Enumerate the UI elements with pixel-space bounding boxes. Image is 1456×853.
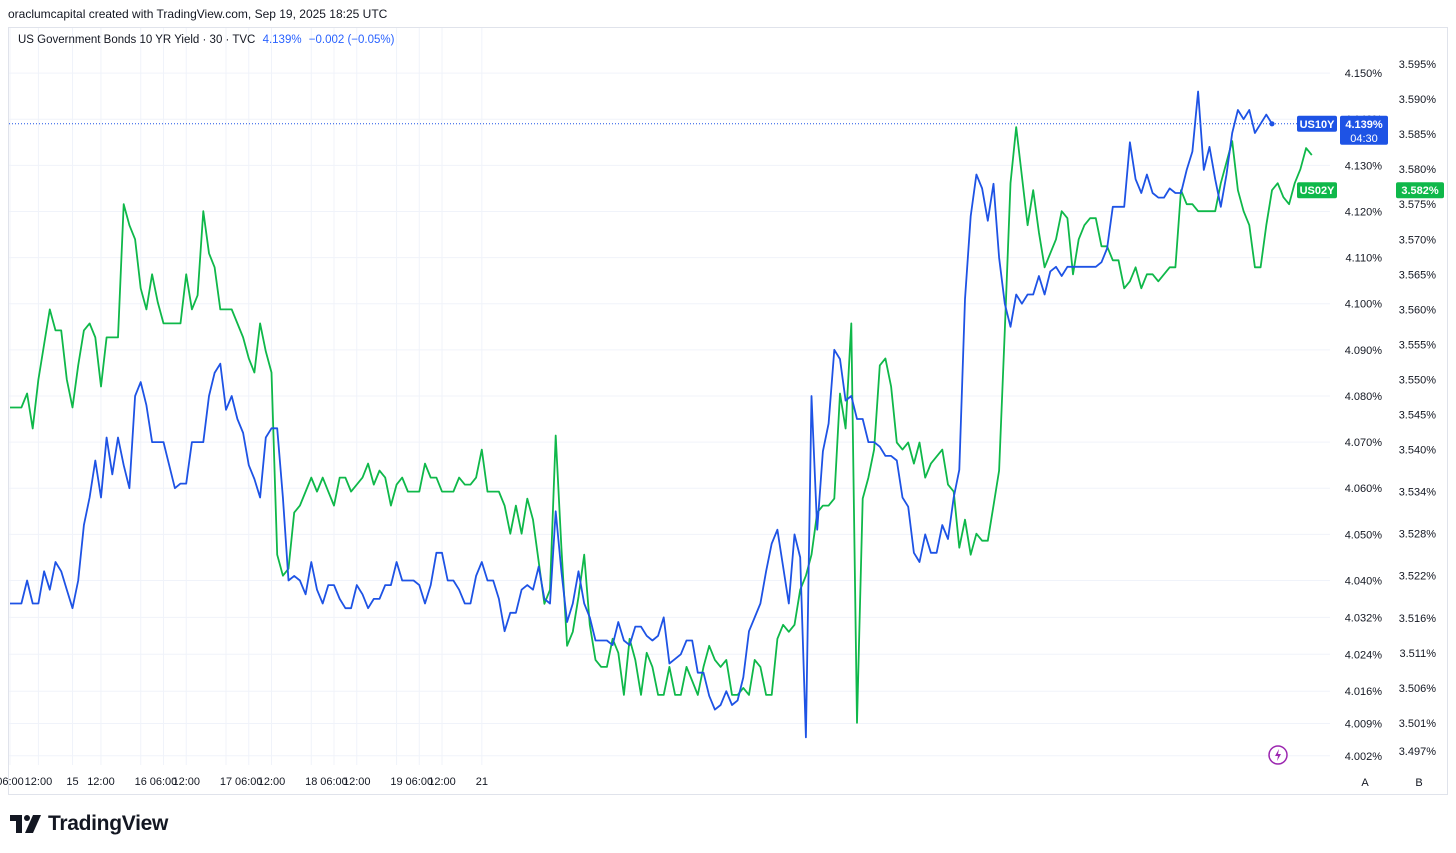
symbol-legend[interactable]: US Government Bonds 10 YR Yield · 30 · T… — [18, 34, 394, 46]
x-tick-label: 12:00 — [428, 776, 456, 788]
y-tick-label-us02y: 3.516% — [1399, 613, 1437, 625]
x-tick-label: 06:00 — [0, 776, 24, 788]
chart-series — [10, 90, 1313, 739]
y-tick-label-us02y: 3.511% — [1400, 648, 1437, 660]
x-tick-label: 06:00 — [406, 776, 434, 788]
y-tick-label-us02y: 3.560% — [1399, 304, 1437, 316]
y-tick-label-us02y: 3.590% — [1399, 94, 1437, 106]
y-tick-label-us02y: 3.550% — [1399, 374, 1437, 386]
y-tick-label-us10y: 4.016% — [1345, 686, 1383, 698]
series-line-us02y — [10, 126, 1313, 724]
y-tick-label-us10y: 4.130% — [1345, 160, 1383, 172]
x-tick-label: 12:00 — [172, 776, 200, 788]
x-tick-label: 16 — [135, 776, 147, 788]
badge-value-us02y-bg — [1396, 182, 1444, 199]
last-point-us10y — [1269, 121, 1275, 127]
y-tick-label-us02y: 3.545% — [1399, 410, 1437, 422]
legend-last-value: 4.139% — [262, 34, 302, 46]
y-tick-label-us02y: 3.570% — [1399, 234, 1437, 246]
y-tick-label-us10y: 4.040% — [1345, 575, 1383, 587]
y-tick-label-us02y: 3.528% — [1399, 529, 1437, 541]
y-axis-us10y: 4.150%4.140%4.130%4.120%4.110%4.100%4.09… — [1345, 68, 1383, 763]
badge-value-us10y-bg — [1340, 115, 1388, 145]
y-tick-label-us02y: 3.565% — [1399, 269, 1437, 281]
y-tick-label-us02y: 3.585% — [1399, 129, 1437, 141]
lightning-icon[interactable] — [1268, 745, 1288, 765]
badge-name-us10y: US10Y — [1300, 119, 1336, 131]
y-tick-label-us10y: 4.150% — [1345, 68, 1383, 80]
chart-credit: oraclumcapital created with TradingView.… — [8, 7, 388, 21]
y-tick-label-us10y: 4.060% — [1345, 483, 1383, 495]
x-tick-label: 12:00 — [343, 776, 371, 788]
y-tick-label-us10y: 4.120% — [1345, 206, 1383, 218]
x-tick-label: 19 — [390, 776, 402, 788]
x-tick-label: 21 — [476, 776, 488, 788]
series-line-us10y — [10, 90, 1273, 739]
y-tick-label-us10y: 4.090% — [1345, 345, 1383, 357]
x-tick-label: 12:00 — [258, 776, 286, 788]
y-tick-label-us02y: 3.580% — [1399, 164, 1437, 176]
badge-name-us10y-bg — [1297, 115, 1337, 132]
y-tick-label-us10y: 4.009% — [1345, 718, 1383, 730]
x-tick-label: 12:00 — [25, 776, 53, 788]
y-tick-label-us10y: 4.032% — [1345, 612, 1383, 624]
scale-button-b[interactable]: B — [1415, 777, 1422, 789]
y-tick-label-us10y: 4.080% — [1345, 391, 1383, 403]
badge-name-us02y-bg — [1297, 182, 1337, 199]
y-axis-us02y: 3.595% 3.590% 3.585% 3.580% 3.575% 3.570% 3.56… — [1399, 59, 1437, 758]
footer-logo[interactable]: TradingView — [10, 812, 168, 836]
y-tick-label-us10y: 4.024% — [1345, 649, 1383, 661]
y-tick-label-us02y: 3.501% — [1399, 718, 1437, 730]
x-tick-label: 12:00 — [87, 776, 115, 788]
y-tick-label-us02y: 3.522% — [1399, 571, 1437, 583]
tradingview-logo-icon — [10, 815, 41, 833]
y-tick-label-us10y: 4.070% — [1345, 437, 1383, 449]
y-tick-label-us02y: 3.555% — [1399, 339, 1437, 351]
y-tick-label-us10y: 4.050% — [1345, 529, 1383, 541]
x-tick-label: 06:00 — [150, 776, 178, 788]
badge-countdown-us10y: 04:30 — [1350, 133, 1378, 145]
scale-button-a[interactable]: A — [1361, 777, 1369, 789]
y-tick-label-us02y: 3.506% — [1399, 683, 1437, 695]
brand-name: TradingView — [48, 812, 169, 835]
badge-name-us02y: US02Y — [1300, 185, 1336, 197]
y-tick-label-us10y: 4.100% — [1345, 299, 1383, 311]
x-tick-label: 15 — [66, 776, 78, 788]
legend-change: −0.002 (−0.05%) — [308, 34, 395, 46]
badge-value-us02y: 3.582% — [1401, 185, 1439, 197]
x-tick-label: 17 — [220, 776, 232, 788]
price-badges: US10Y 4.139% 04:30 US02Y 3.582% — [1297, 115, 1444, 199]
x-tick-label: 18 — [305, 776, 317, 788]
badge-value-us10y: 4.139% — [1345, 119, 1383, 131]
chart-grid — [9, 28, 1330, 765]
y-tick-label-us10y: 4.110% — [1346, 253, 1383, 265]
y-tick-label-us02y: 3.497% — [1399, 746, 1437, 758]
y-tick-label-us02y: 3.595% — [1399, 59, 1437, 71]
x-tick-label: 06:00 — [320, 776, 348, 788]
x-tick-label: 06:00 — [235, 776, 263, 788]
symbol-title: US Government Bonds 10 YR Yield · 30 · T… — [18, 34, 256, 46]
y-tick-label-us02y: 3.540% — [1399, 445, 1437, 457]
y-tick-label-us02y: 3.575% — [1399, 199, 1437, 211]
y-tick-label-us10y: 4.002% — [1345, 751, 1383, 763]
y-tick-label-us02y: 3.534% — [1399, 487, 1437, 499]
x-axis: 06:0012:001512:001606:0012:001706:0012:0… — [0, 776, 488, 788]
